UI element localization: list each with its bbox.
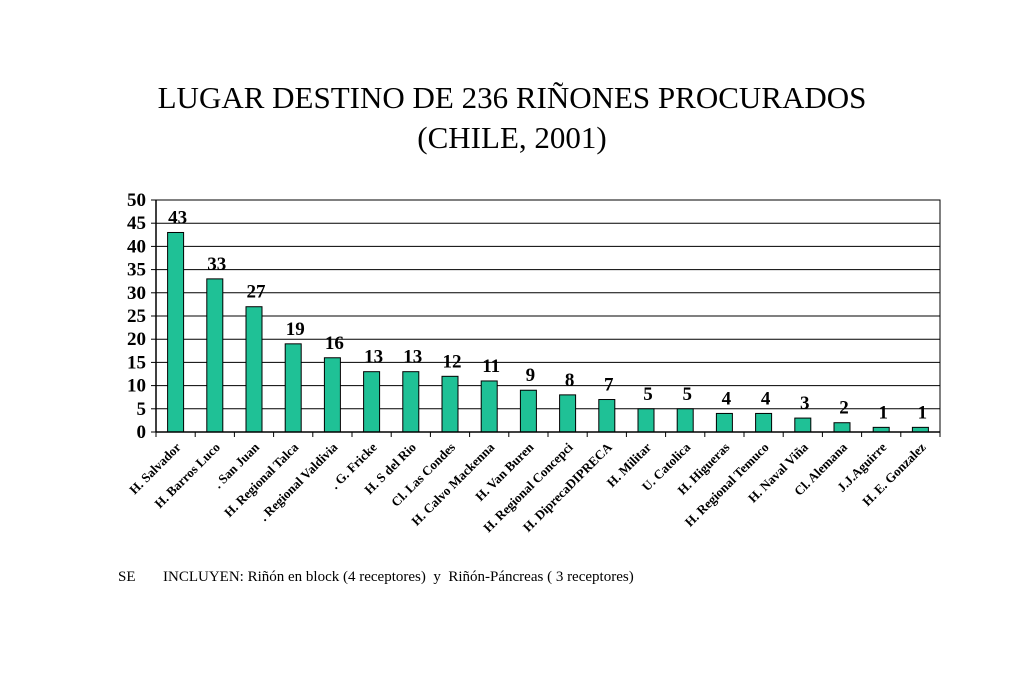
data-label: 4 (761, 388, 771, 409)
bar (833, 422, 851, 433)
data-label: 7 (604, 375, 614, 396)
footnote-text: INCLUYEN: Riñón en block (4 receptores) … (163, 569, 634, 585)
data-label: 5 (643, 384, 653, 405)
bar (598, 399, 616, 433)
data-label: 1 (918, 402, 928, 423)
y-tick-label: 10 (127, 376, 146, 397)
bar (402, 371, 420, 433)
bar (480, 380, 498, 433)
y-tick-label: 25 (127, 306, 146, 327)
data-label: 1 (878, 402, 888, 423)
chart-title: LUGAR DESTINO DE 236 RIÑONES PROCURADOS (157, 80, 867, 115)
footnote-prefix: SE (118, 569, 136, 585)
data-label: 13 (403, 347, 422, 368)
y-tick-label: 35 (127, 260, 146, 281)
bar (323, 357, 341, 433)
data-label: 33 (207, 254, 226, 275)
data-label: 4 (722, 388, 732, 409)
bar (167, 231, 185, 433)
chart-subtitle: (CHILE, 2001) (417, 120, 607, 155)
data-label: 3 (800, 393, 810, 414)
y-tick-label: 40 (127, 236, 146, 257)
y-tick-label: 45 (127, 213, 146, 234)
data-label: 11 (482, 356, 500, 377)
bar (676, 408, 694, 433)
data-label: 2 (839, 398, 849, 419)
data-label: 16 (325, 333, 344, 354)
data-label: 5 (682, 384, 692, 405)
bar (363, 371, 381, 433)
y-tick-label: 20 (127, 329, 146, 350)
data-label: 9 (526, 365, 536, 386)
y-tick-label: 5 (137, 399, 147, 420)
bar (441, 375, 459, 433)
bar (284, 343, 302, 433)
data-label: 13 (364, 347, 383, 368)
bar (755, 412, 773, 433)
data-label: 19 (286, 319, 305, 340)
data-label: 12 (443, 351, 462, 372)
y-tick-label: 15 (127, 352, 146, 373)
data-label: 43 (168, 207, 187, 228)
data-label: 8 (565, 370, 575, 391)
bar (559, 394, 577, 433)
bar (206, 278, 224, 433)
y-tick-label: 30 (127, 283, 146, 304)
bar (794, 417, 812, 433)
bar (715, 412, 733, 433)
data-label: 27 (247, 282, 267, 303)
bar (637, 408, 655, 433)
bar (245, 306, 263, 433)
footnote: SE INCLUYEN: Riñón en block (4 receptores… (118, 569, 634, 586)
y-tick-label: 0 (137, 422, 147, 443)
bar (519, 389, 537, 433)
y-tick-label: 50 (127, 190, 146, 211)
